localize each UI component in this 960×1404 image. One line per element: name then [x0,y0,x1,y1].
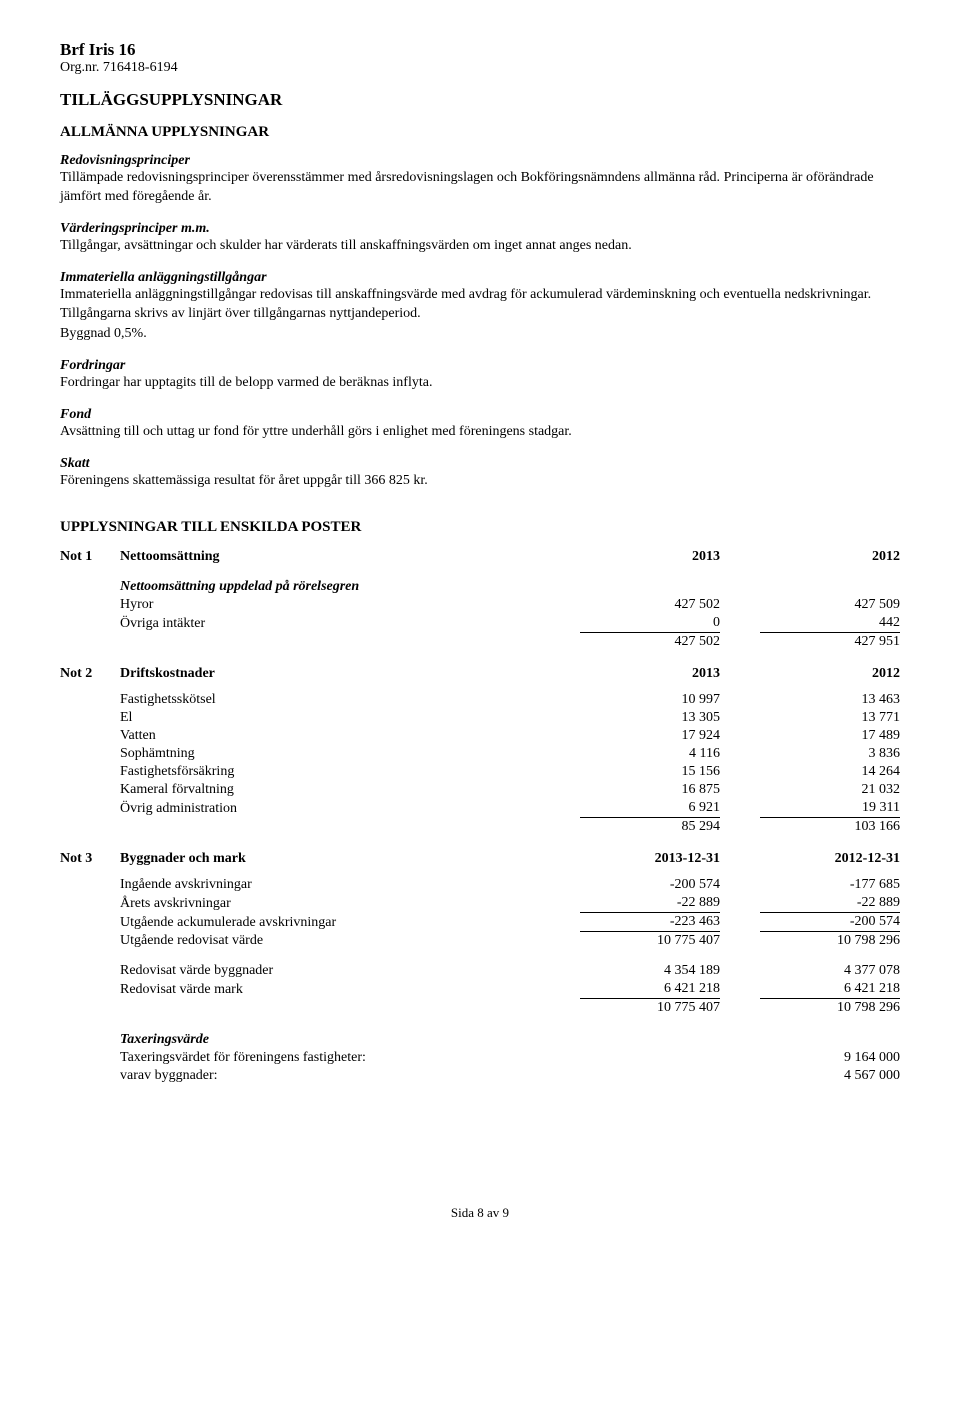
row-label: Årets avskrivningar [120,894,580,913]
not3-sum3-1: 10 775 407 [580,999,720,1018]
row-value-2: 13 771 [760,709,900,727]
row-label: Vatten [120,727,580,745]
not2-year1: 2013 [580,665,720,683]
row-value-2: 17 489 [760,727,900,745]
row-value-2: 14 264 [760,763,900,781]
row-value-1: 6 421 218 [580,980,720,999]
tax-row-label: Taxeringsvärdet för föreningens fastighe… [120,1049,760,1067]
not1-subhead: Nettoomsättning uppdelad på rörelsegren [120,578,580,596]
row-value-2: 6 421 218 [760,980,900,999]
row-value-1: -22 889 [580,894,720,913]
row-label: Redovisat värde byggnader [120,962,580,980]
tax-row-value: 9 164 000 [760,1049,900,1067]
not1-year1: 2013 [580,548,720,566]
redov-title: Redovisningsprinciper [60,153,900,169]
row-label: Fastighetsskötsel [120,691,580,709]
row-label: Fastighetsförsäkring [120,763,580,781]
row-value-1: 10 775 407 [580,932,720,951]
row-label: Kameral förvaltning [120,781,580,799]
immat-text2: Byggnad 0,5%. [60,325,900,344]
row-value-2: 19 311 [760,799,900,818]
row-value-1: 17 924 [580,727,720,745]
not2-table: Not 2 Driftskostnader 2013 2012 Fastighe… [60,665,900,836]
not1-table: Not 1 Nettoomsättning 2013 2012 Nettooms… [60,548,900,651]
row-value-2: -22 889 [760,894,900,913]
row-value-2: 427 509 [760,596,900,614]
sub-heading-allmanna: ALLMÄNNA UPPLYSNINGAR [60,124,900,141]
row-value-2: 13 463 [760,691,900,709]
row-value-1: 4 116 [580,745,720,763]
fond-text: Avsättning till och uttag ur fond för yt… [60,423,900,442]
not2-sum1: 85 294 [580,818,720,837]
immat-title: Immateriella anläggningstillgångar [60,270,900,286]
row-value-2: 10 798 296 [760,932,900,951]
fordr-title: Fordringar [60,358,900,374]
immat-text1: Immateriella anläggningstillgångar redov… [60,286,900,324]
tax-table: Taxeringsvärde Taxeringsvärdet för fören… [60,1031,900,1085]
not1-year2: 2012 [760,548,900,566]
row-value-1: 4 354 189 [580,962,720,980]
skatt-title: Skatt [60,456,900,472]
row-value-2: 442 [760,614,900,633]
row-value-1: 16 875 [580,781,720,799]
row-value-1: 15 156 [580,763,720,781]
row-label: Ingående avskrivningar [120,876,580,894]
row-value-2: -177 685 [760,876,900,894]
org-title: Brf Iris 16 [60,40,900,60]
skatt-text: Föreningens skattemässiga resultat för å… [60,472,900,491]
not1-sum1: 427 502 [580,633,720,652]
upplys-heading: UPPLYSNINGAR TILL ENSKILDA POSTER [60,519,900,536]
row-value-2: 3 836 [760,745,900,763]
row-value-1: 10 997 [580,691,720,709]
vard-title: Värderingsprinciper m.m. [60,221,900,237]
row-value-1: 6 921 [580,799,720,818]
tax-title: Taxeringsvärde [120,1031,760,1049]
fond-title: Fond [60,407,900,423]
not1-sum2: 427 951 [760,633,900,652]
not3-table: Not 3 Byggnader och mark 2013-12-31 2012… [60,850,900,1017]
tax-row-value: 4 567 000 [760,1067,900,1085]
row-value-1: -200 574 [580,876,720,894]
not2-sum2: 103 166 [760,818,900,837]
tax-row-label: varav byggnader: [120,1067,760,1085]
not2-year2: 2012 [760,665,900,683]
not1-title: Nettoomsättning [120,548,580,566]
not3-label: Not 3 [60,850,120,868]
not3-title: Byggnader och mark [120,850,580,868]
not3-year1: 2013-12-31 [580,850,720,868]
row-label: Sophämtning [120,745,580,763]
row-value-1: 13 305 [580,709,720,727]
not3-sum3-2: 10 798 296 [760,999,900,1018]
vard-text: Tillgångar, avsättningar och skulder har… [60,237,900,256]
page-footer: Sida 8 av 9 [60,1205,900,1221]
row-label: Hyror [120,596,580,614]
row-value-2: 4 377 078 [760,962,900,980]
row-label: Utgående redovisat värde [120,932,580,951]
row-value-2: -200 574 [760,913,900,932]
row-label: Övriga intäkter [120,614,580,633]
fordr-text: Fordringar har upptagits till de belopp … [60,374,900,393]
not2-label: Not 2 [60,665,120,683]
row-value-2: 21 032 [760,781,900,799]
row-value-1: 0 [580,614,720,633]
row-value-1: 427 502 [580,596,720,614]
not2-title: Driftskostnader [120,665,580,683]
row-label: Övrig administration [120,799,580,818]
not1-label: Not 1 [60,548,120,566]
org-nr: Org.nr. 716418-6194 [60,60,900,76]
main-heading: TILLÄGGSUPPLYSNINGAR [60,90,900,110]
row-value-1: -223 463 [580,913,720,932]
row-label: El [120,709,580,727]
redov-text: Tillämpade redovisningsprinciper överens… [60,169,900,207]
not3-year2: 2012-12-31 [760,850,900,868]
row-label: Redovisat värde mark [120,980,580,999]
row-label: Utgående ackumulerade avskrivningar [120,913,580,932]
